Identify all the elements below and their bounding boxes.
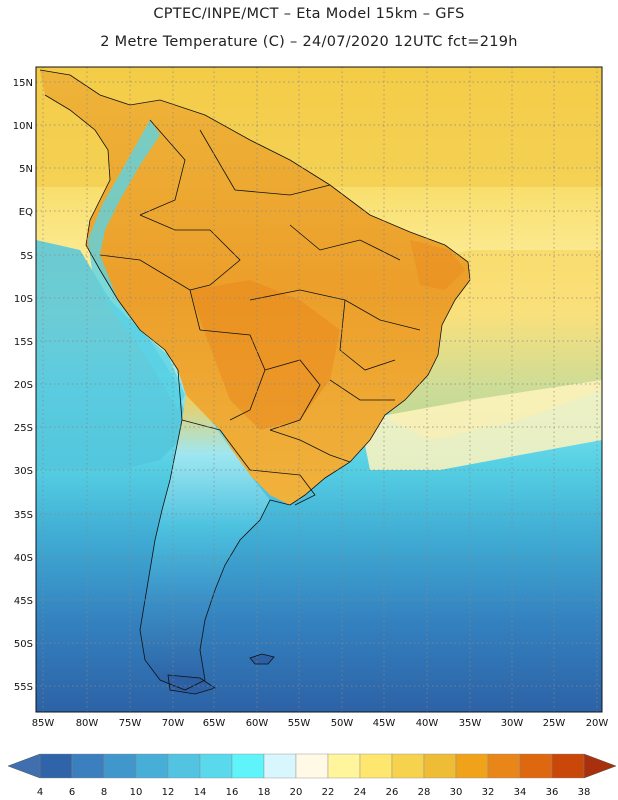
lat-label: 5S [20, 251, 33, 262]
lon-label: 70W [162, 718, 185, 729]
lat-label: 50S [14, 639, 33, 650]
lon-label: 75W [119, 718, 142, 729]
lat-label: 35S [14, 510, 33, 521]
colorbar-high-arrow [583, 753, 617, 779]
colorbar-cell [455, 753, 489, 779]
colorbar-tick-label: 36 [546, 787, 559, 798]
colorbar-cell [391, 753, 425, 779]
lat-label: 20S [14, 380, 33, 391]
lon-label: 55W [288, 718, 311, 729]
colorbar-cell [263, 753, 297, 779]
andes-cool-strip [88, 120, 185, 410]
colorbar-tick-label: 14 [194, 787, 207, 798]
colorbar-cell [135, 753, 169, 779]
tierra-del-fuego [167, 674, 216, 695]
colorbar-tick-label: 34 [514, 787, 527, 798]
map-frame [35, 66, 603, 713]
colorbar: 4 6 8 10 12 14 16 18 20 22 24 26 28 30 32 34 36 38 [7, 753, 617, 798]
colorbar-cell [103, 753, 137, 779]
colorbar-cell [359, 753, 393, 779]
colorbar-tick-label: 16 [226, 787, 239, 798]
colorbar-tick-label: 12 [162, 787, 175, 798]
colorbar-tick-label: 8 [101, 787, 107, 798]
colorbar-tick-label: 10 [130, 787, 143, 798]
colorbar-cell [487, 753, 521, 779]
hot-interior [190, 280, 340, 430]
title-line-2: 2 Metre Temperature (C) – 24/07/2020 12U… [100, 34, 518, 50]
lon-label: 45W [373, 718, 396, 729]
lon-label: 30W [501, 718, 524, 729]
lon-label: 40W [416, 718, 439, 729]
colorbar-cells [39, 753, 585, 779]
colorbar-cell [231, 753, 265, 779]
colorbar-tick-label: 22 [322, 787, 335, 798]
colorbar-tick-label: 4 [37, 787, 43, 798]
lat-label: 30S [14, 466, 33, 477]
lat-label: 15N [13, 78, 33, 89]
colorbar-tick-label: 18 [258, 787, 271, 798]
colorbar-low-arrow [7, 753, 41, 779]
lat-label: 5N [19, 164, 33, 175]
colorbar-tick-label: 30 [450, 787, 463, 798]
lon-label: 20W [586, 718, 609, 729]
lat-label: 55S [14, 682, 33, 693]
falkland-islands [249, 653, 275, 665]
pacific-cool-tongue [36, 240, 190, 470]
colorbar-labels: 4 6 8 10 12 14 16 18 20 22 24 26 28 30 32 34 36 38 [37, 787, 591, 798]
lat-label: 25S [14, 423, 33, 434]
colorbar-tick-label: 6 [69, 787, 75, 798]
lon-label: 80W [76, 718, 99, 729]
title-line-1: CPTEC/INPE/MCT – Eta Model 15km – GFS [153, 6, 465, 22]
colorbar-cell [295, 753, 329, 779]
colorbar-cell [551, 753, 585, 779]
lat-label: 45S [14, 596, 33, 607]
latitude-labels: 15N 10N 5N EQ 5S 10S 15S 20S 25S 30S 35S… [13, 78, 33, 693]
colorbar-tick-label: 38 [578, 787, 591, 798]
colorbar-tick-label: 28 [418, 787, 431, 798]
longitude-labels: 85W 80W 75W 70W 65W 60W 55W 50W 45W 40W … [32, 718, 609, 729]
colorbar-cell [327, 753, 361, 779]
country-borders [39, 69, 471, 691]
lon-label: 85W [32, 718, 55, 729]
lon-label: 35W [459, 718, 482, 729]
lat-label: 10N [13, 121, 33, 132]
colorbar-tick-label: 24 [354, 787, 367, 798]
hot-northeast [410, 240, 465, 290]
lat-label: EQ [19, 207, 33, 218]
colorbar-cell [71, 753, 105, 779]
colorbar-tick-label: 26 [386, 787, 399, 798]
colorbar-cell [199, 753, 233, 779]
lon-label: 60W [246, 718, 269, 729]
colorbar-cell [423, 753, 457, 779]
lat-label: 15S [14, 337, 33, 348]
colorbar-tick-label: 32 [482, 787, 495, 798]
colorbar-cell [519, 753, 553, 779]
lat-label: 10S [14, 294, 33, 305]
lon-label: 50W [331, 718, 354, 729]
colorbar-cell [167, 753, 201, 779]
lat-label: 40S [14, 553, 33, 564]
lon-label: 65W [203, 718, 226, 729]
colorbar-tick-label: 20 [290, 787, 303, 798]
colorbar-cell [39, 753, 73, 779]
atlantic-pale-band [360, 380, 602, 470]
lon-label: 25W [543, 718, 566, 729]
